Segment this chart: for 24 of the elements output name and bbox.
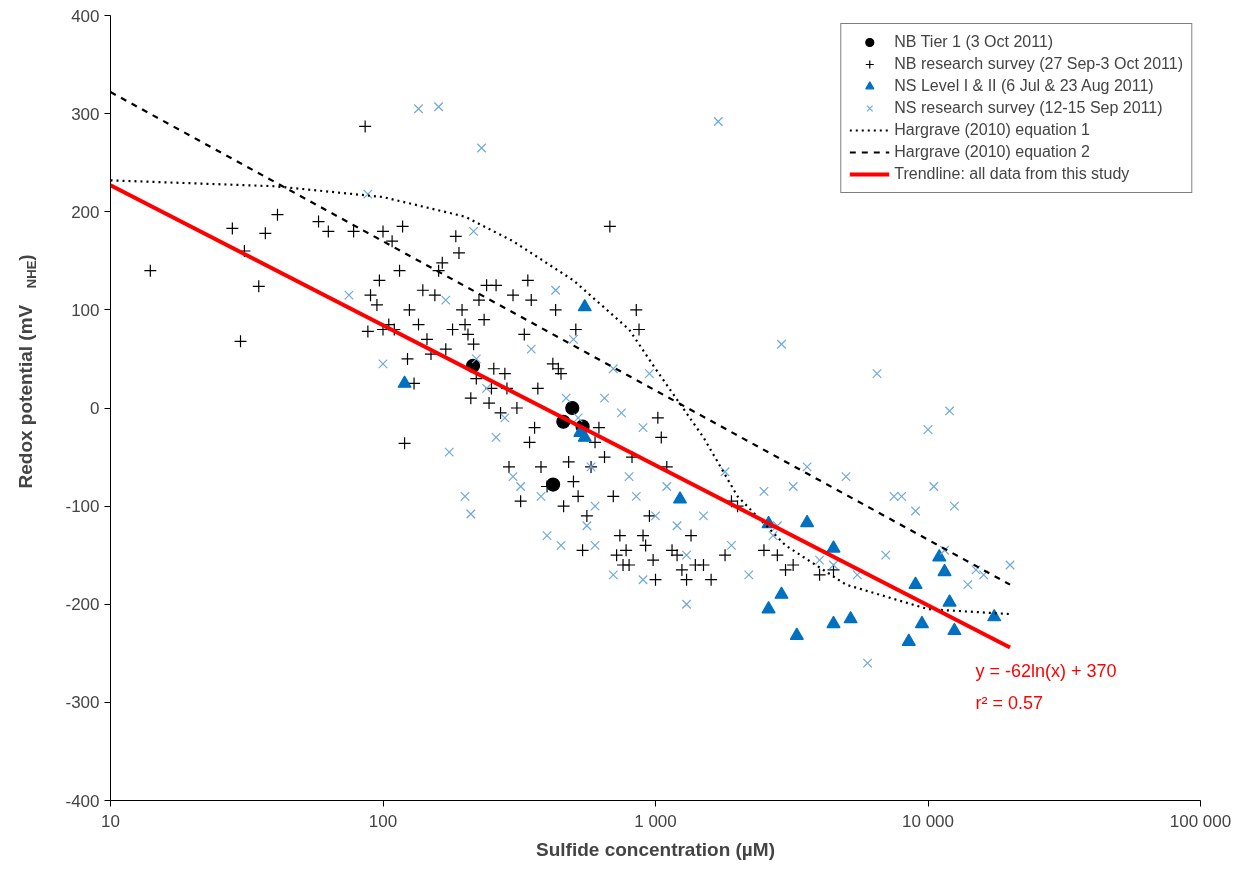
annotation: r² = 0.57	[975, 692, 1044, 713]
x-tick-label: 10 000	[902, 811, 954, 831]
y-tick-label: 400	[71, 6, 100, 26]
y-tick-label: -100	[65, 497, 100, 517]
y-tick-label: 300	[71, 104, 100, 124]
y-tick-label: -200	[65, 595, 100, 615]
x-tick-label: 100 000	[1169, 811, 1232, 831]
y-tick-label: -400	[65, 791, 100, 811]
legend-label: NS Level I & II (6 Jul & 23 Aug 2011)	[894, 76, 1154, 96]
legend-label: Trendline: all data from this study	[894, 164, 1130, 184]
x-tick-label: 1 000	[634, 811, 677, 831]
x-tick-label: 100	[368, 811, 398, 831]
annotation: y = -62ln(x) + 370	[975, 660, 1117, 681]
y-tick-label: 100	[71, 300, 100, 320]
x-axis-title: Sulfide concentration (µM)	[536, 838, 775, 860]
legend-label: Hargrave (2010) equation 2	[894, 142, 1090, 162]
y-tick-label: 0	[90, 399, 100, 418]
x-tick-label: 10	[101, 811, 120, 831]
legend-label: NS research survey (12-15 Sep 2011)	[894, 98, 1163, 118]
legend-label: NB research survey (27 Sep-3 Oct 2011)	[894, 54, 1183, 74]
legend-label: Hargrave (2010) equation 1	[894, 120, 1090, 140]
y-tick-label: 200	[71, 202, 100, 222]
y-tick-label: -300	[65, 693, 100, 713]
legend-label: NB Tier 1 (3 Oct 2011)	[894, 32, 1054, 52]
